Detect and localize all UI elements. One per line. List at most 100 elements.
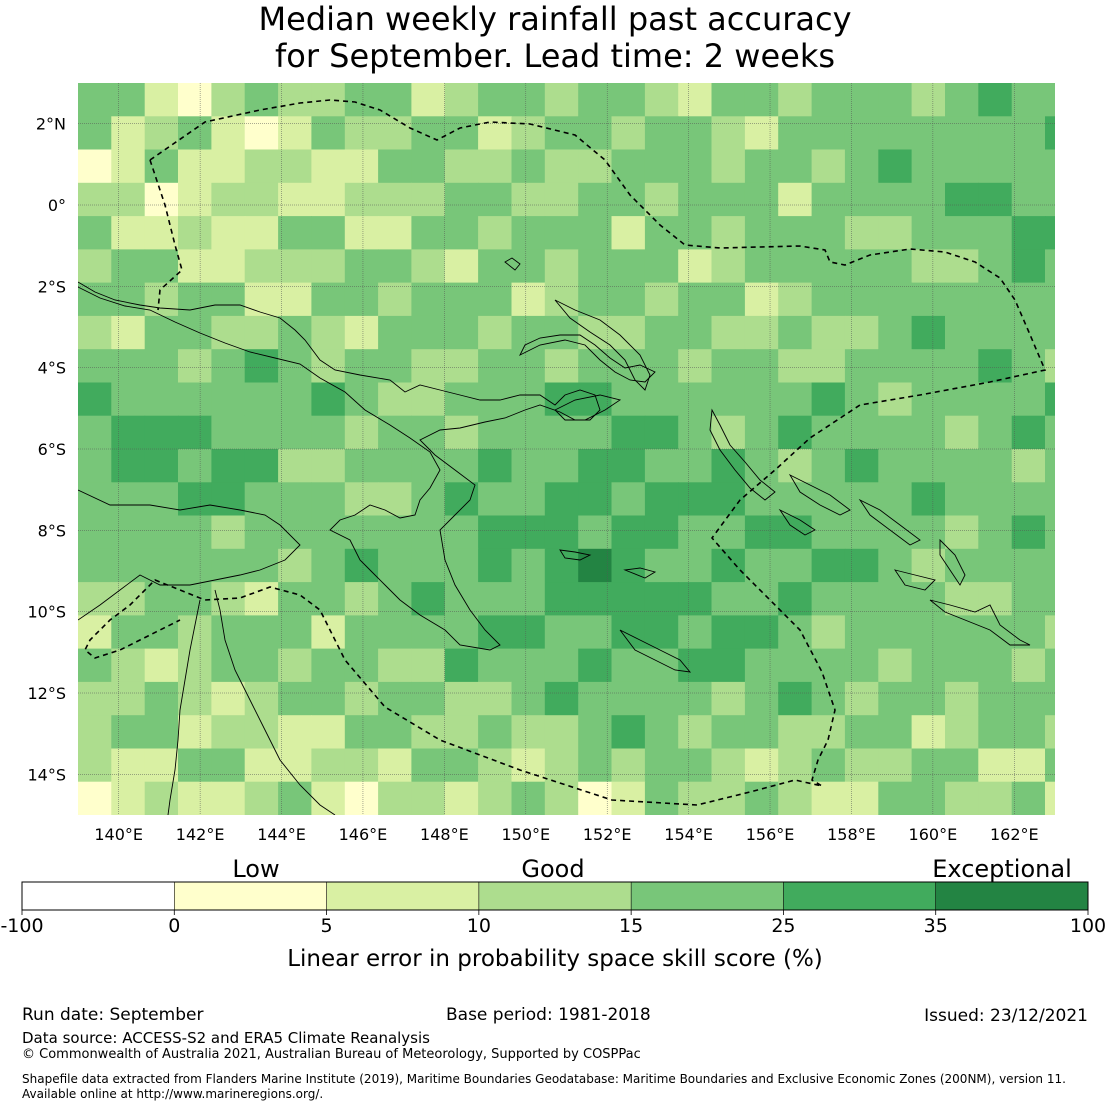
skill-cell	[644, 648, 679, 683]
skill-cell	[311, 382, 346, 417]
skill-cell	[78, 182, 112, 217]
skill-cell	[344, 615, 379, 650]
map-title-line-2: for September. Lead time: 2 weeks	[274, 37, 836, 75]
skill-cell	[1045, 715, 1055, 750]
trobriand-coastline	[559, 549, 592, 561]
skill-cell	[478, 349, 512, 384]
skill-cell	[611, 482, 646, 517]
skill-cell	[511, 681, 546, 716]
skill-cell	[978, 249, 1013, 284]
skill-cell	[811, 648, 846, 683]
skill-cell	[378, 681, 412, 716]
map-title-line-1: Median weekly rainfall past accuracy	[258, 0, 852, 38]
skill-cell	[411, 748, 446, 783]
skill-cell	[611, 83, 646, 117]
skill-cell	[744, 149, 779, 184]
skill-cell	[411, 249, 446, 284]
skill-cell	[711, 748, 746, 783]
skill-cell	[978, 548, 1013, 583]
skill-cell	[244, 116, 279, 151]
skill-cell	[778, 781, 813, 815]
skill-cell	[478, 681, 512, 716]
skill-cell	[1045, 548, 1055, 583]
skill-cell	[578, 615, 613, 650]
skill-cell	[678, 249, 713, 284]
skill-cell	[1045, 615, 1055, 650]
skill-cell	[78, 282, 112, 317]
skill-cell	[478, 182, 512, 217]
skill-cell	[444, 83, 479, 117]
skill-cell	[78, 315, 112, 350]
skill-cell	[244, 182, 279, 217]
skill-cell	[711, 681, 746, 716]
longitude-tick-label: 158°E	[827, 825, 876, 844]
skill-cell	[444, 415, 479, 450]
skill-cell	[244, 548, 279, 583]
skill-cell	[511, 548, 546, 583]
skill-cell	[744, 415, 779, 450]
louisiade-coastline	[619, 629, 692, 673]
skill-cell	[744, 681, 779, 716]
skill-cell	[611, 781, 646, 815]
skill-cell	[544, 648, 579, 683]
skill-cell	[578, 449, 613, 483]
skill-cell	[911, 315, 946, 350]
run-date: Run date: September	[22, 1005, 204, 1025]
skill-cell	[211, 415, 246, 450]
skill-cell	[744, 315, 779, 350]
skill-cell	[178, 515, 212, 550]
skill-cell	[978, 781, 1013, 815]
skill-cell	[211, 615, 246, 650]
longitude-tick-label: 146°E	[339, 825, 388, 844]
skill-cell	[344, 548, 379, 583]
skill-cell	[844, 349, 879, 384]
skill-cell	[244, 582, 279, 616]
skill-cell	[611, 748, 646, 783]
skill-cell	[945, 748, 979, 783]
skill-cell	[244, 349, 279, 384]
skill-cell	[178, 449, 212, 483]
skill-cell	[111, 382, 146, 417]
skill-cell	[144, 315, 179, 350]
skill-cell	[444, 615, 479, 650]
colorbar-bin	[478, 882, 632, 910]
skill-cell	[478, 548, 512, 583]
skill-cell	[311, 715, 346, 750]
skill-cell	[278, 482, 312, 517]
issued-date: Issued: 23/12/2021	[924, 1006, 1088, 1026]
skill-cell	[611, 216, 646, 250]
skill-cell	[644, 582, 679, 616]
skill-cell	[311, 615, 346, 650]
skill-cell	[1011, 615, 1046, 650]
skill-cell	[978, 216, 1013, 250]
skill-cell	[811, 415, 846, 450]
skill-cell	[878, 615, 913, 650]
skill-cell	[544, 482, 579, 517]
skill-cell	[278, 182, 312, 217]
longitude-tick-label: 144°E	[257, 825, 306, 844]
skill-cell	[244, 415, 279, 450]
skill-cell	[111, 582, 146, 616]
skill-cell	[478, 515, 512, 550]
skill-cell	[544, 681, 579, 716]
skill-cell	[444, 315, 479, 350]
skill-cell	[111, 781, 146, 815]
skill-cell	[744, 249, 779, 284]
skill-cell	[878, 315, 913, 350]
skill-cell	[1045, 648, 1055, 683]
skill-cell	[244, 216, 279, 250]
skill-cell	[911, 582, 946, 616]
choiseul-coastline	[788, 473, 851, 516]
skill-cell	[244, 515, 279, 550]
skill-cell	[678, 781, 713, 815]
skill-cell	[111, 548, 146, 583]
skill-cell	[1011, 781, 1046, 815]
skill-cell	[811, 182, 846, 217]
skill-cell	[911, 615, 946, 650]
skill-cell	[178, 748, 212, 783]
skill-cell	[1011, 116, 1046, 151]
skill-cell	[744, 548, 779, 583]
colorbar-tick-label: 35	[924, 915, 948, 937]
skill-cell	[578, 249, 613, 284]
skill-cell	[811, 315, 846, 350]
